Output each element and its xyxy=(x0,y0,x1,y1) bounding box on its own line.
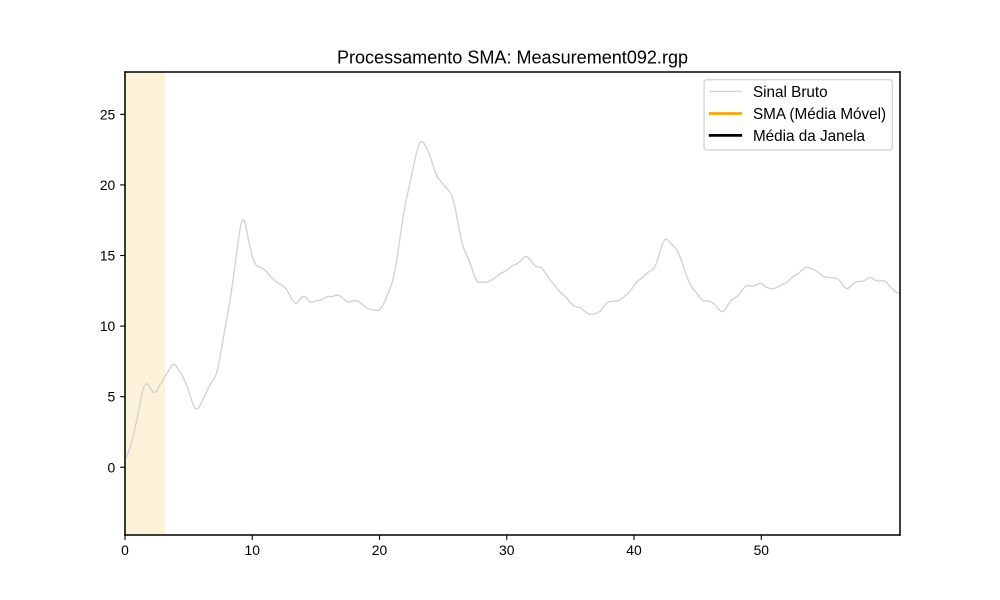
svg-text:40: 40 xyxy=(626,542,642,558)
svg-text:20: 20 xyxy=(100,177,116,193)
svg-text:10: 10 xyxy=(245,542,261,558)
svg-text:SMA (Média Móvel): SMA (Média Móvel) xyxy=(753,106,886,123)
svg-text:15: 15 xyxy=(100,248,116,264)
svg-text:20: 20 xyxy=(372,542,388,558)
svg-text:Sinal Bruto: Sinal Bruto xyxy=(753,84,828,101)
svg-text:30: 30 xyxy=(499,542,515,558)
svg-text:Processamento SMA: Measurement: Processamento SMA: Measurement092.rgp xyxy=(337,48,688,68)
svg-text:0: 0 xyxy=(108,459,116,475)
svg-text:5: 5 xyxy=(108,389,116,405)
svg-text:25: 25 xyxy=(100,106,116,122)
svg-text:Média da Janela: Média da Janela xyxy=(753,128,866,145)
svg-text:10: 10 xyxy=(100,318,116,334)
svg-text:0: 0 xyxy=(121,542,129,558)
svg-text:50: 50 xyxy=(754,542,770,558)
